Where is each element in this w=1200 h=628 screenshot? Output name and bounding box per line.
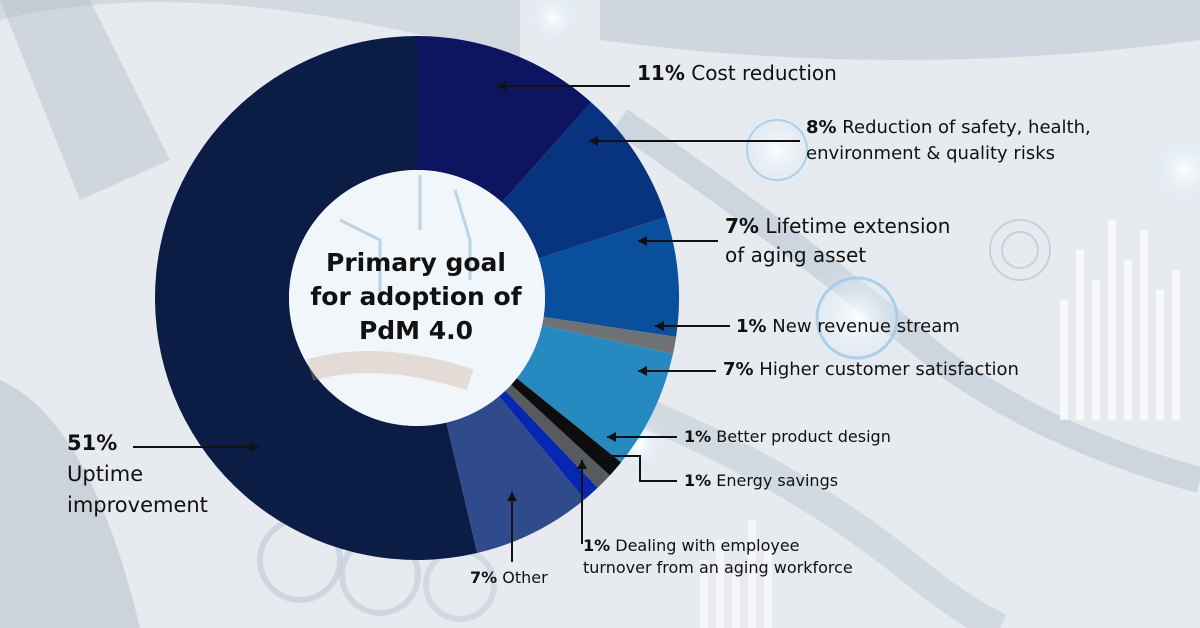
label-text: Energy savings xyxy=(716,471,839,490)
arrowhead-safety xyxy=(589,136,598,146)
label-uptime-improvement: 51% Uptime improvement xyxy=(67,428,208,521)
slice-other xyxy=(446,396,585,554)
label-percent: 11% xyxy=(637,61,685,85)
center-title-line: for adoption of xyxy=(310,282,522,311)
connector-energy xyxy=(594,455,677,482)
label-employee-turnover: 1% Dealing with employee turnover from a… xyxy=(583,535,853,579)
label-text: improvement xyxy=(67,493,208,517)
label-percent: 1% xyxy=(736,316,767,337)
label-text: Reduction of safety, health, xyxy=(842,117,1091,138)
arrowhead-lifetime xyxy=(638,236,647,246)
center-hole-decoration xyxy=(306,175,474,391)
label-text: Better product design xyxy=(716,427,891,446)
label-text: Cost reduction xyxy=(691,61,837,85)
center-title-line: PdM 4.0 xyxy=(358,316,474,345)
label-cost-reduction: 11% Cost reduction xyxy=(637,59,837,88)
label-safety-risks: 8% Reduction of safety, health, environm… xyxy=(806,115,1091,167)
slice-product xyxy=(511,378,622,476)
arrowhead-satisfaction xyxy=(638,366,647,376)
label-percent: 51% xyxy=(67,431,118,455)
label-percent: 1% xyxy=(684,427,712,446)
label-percent: 1% xyxy=(583,536,611,555)
center-title: Primary goal for adoption of PdM 4.0 xyxy=(300,246,532,348)
donut-chart xyxy=(155,36,679,560)
label-text: New revenue stream xyxy=(772,316,960,337)
label-text: turnover from an aging workforce xyxy=(583,558,853,577)
label-text: Dealing with employee xyxy=(615,536,800,555)
arrowhead-turnover xyxy=(577,460,587,469)
arrowhead-product xyxy=(607,432,616,442)
arrowhead-revenue xyxy=(655,321,664,331)
label-product-design: 1% Better product design xyxy=(684,426,891,448)
label-text: Other xyxy=(502,568,548,587)
slice-energy xyxy=(505,384,610,488)
slice-satisfaction xyxy=(516,325,673,463)
label-energy-savings: 1% Energy savings xyxy=(684,470,838,492)
slice-uptime xyxy=(155,36,478,560)
label-text: of aging asset xyxy=(725,243,867,267)
arrowhead-uptime xyxy=(249,442,258,452)
label-percent: 7% xyxy=(470,568,498,587)
label-text: Lifetime extension xyxy=(765,214,951,238)
slice-lifetime xyxy=(538,217,679,337)
label-lifetime-extension: 7% Lifetime extension of aging asset xyxy=(725,212,950,270)
label-percent: 8% xyxy=(806,117,837,138)
callout-connectors xyxy=(133,81,800,562)
donut-hole xyxy=(289,170,545,426)
slice-revenue xyxy=(542,316,677,354)
label-other: 7% Other xyxy=(470,567,548,589)
label-percent: 7% xyxy=(723,359,754,380)
label-text: Uptime xyxy=(67,462,144,486)
slice-cost xyxy=(417,36,592,203)
arrowhead-cost xyxy=(497,81,506,91)
arrowhead-energy xyxy=(594,451,603,461)
label-text: Higher customer satisfaction xyxy=(759,359,1019,380)
label-percent: 7% xyxy=(725,214,759,238)
label-percent: 1% xyxy=(684,471,712,490)
label-text: environment & quality risks xyxy=(806,143,1055,164)
arrowhead-other xyxy=(507,492,517,501)
center-title-line: Primary goal xyxy=(326,248,506,277)
label-customer-satisfaction: 7% Higher customer satisfaction xyxy=(723,357,1019,383)
slice-turnover xyxy=(498,390,598,500)
label-new-revenue: 1% New revenue stream xyxy=(736,314,960,340)
